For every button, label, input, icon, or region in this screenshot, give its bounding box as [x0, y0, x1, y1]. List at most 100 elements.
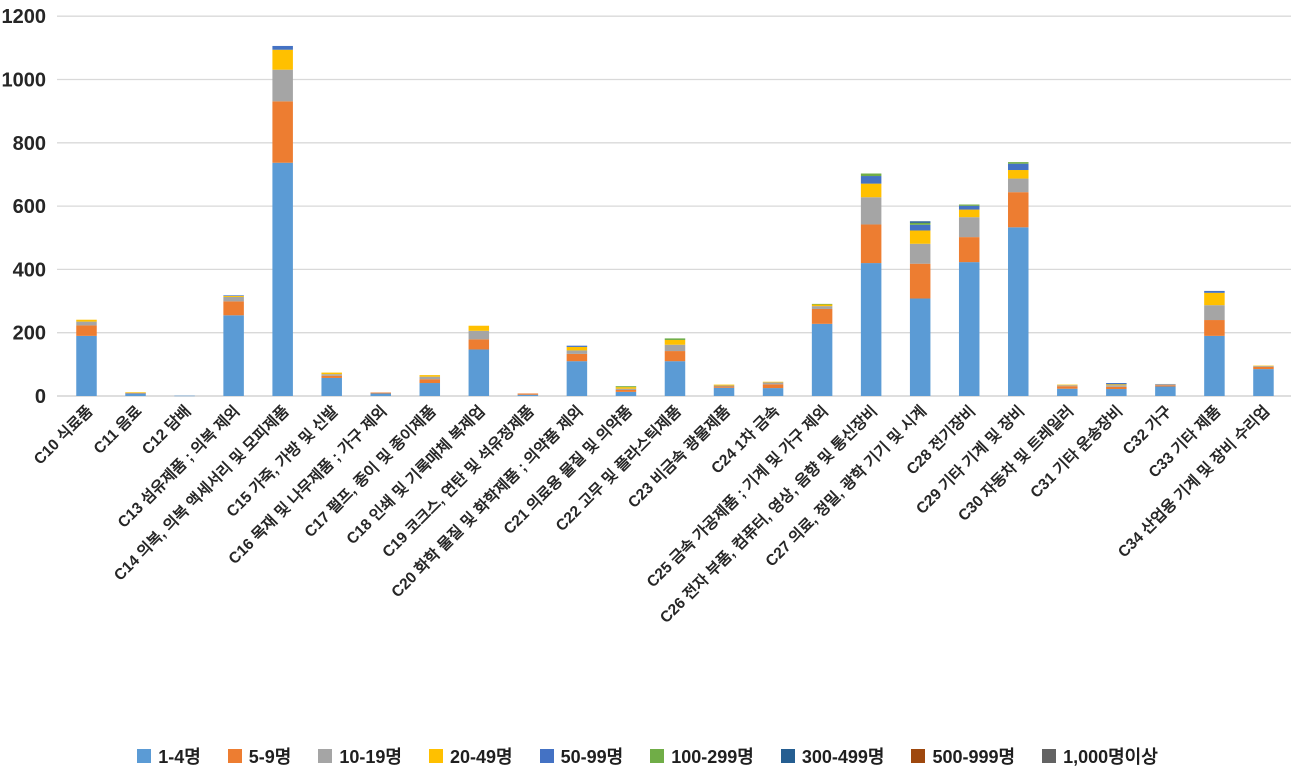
legend-swatch-icon — [428, 749, 443, 763]
bar-segment — [1155, 385, 1176, 387]
bar-segment — [664, 351, 686, 362]
bar-segment — [1008, 178, 1029, 193]
bar-segment — [1057, 386, 1078, 389]
bar-segment — [223, 301, 244, 316]
y-axis-tick-label: 200 — [13, 323, 46, 345]
bar-segment — [517, 393, 539, 395]
bar-segment — [1253, 365, 1274, 367]
bar-segment — [1253, 369, 1274, 396]
bar-segment — [223, 296, 244, 302]
bar-segment — [272, 45, 293, 50]
bar-segment — [566, 345, 588, 347]
bar-segment — [1008, 170, 1029, 179]
bar-segment — [958, 262, 980, 396]
y-axis-tick-label: 1000 — [2, 70, 47, 92]
bar-segment — [1057, 385, 1078, 387]
bar-segment — [860, 197, 882, 225]
bar-segment — [125, 392, 146, 394]
bar-segment — [958, 209, 980, 218]
bar-segment — [566, 353, 588, 362]
bar-segment — [958, 204, 980, 206]
legend-label: 10-19명 — [339, 747, 402, 767]
y-axis-tick-label: 0 — [35, 386, 46, 408]
bar-segment — [272, 69, 293, 102]
bar-segment — [811, 303, 833, 305]
bar-segment — [321, 377, 342, 396]
legend-label: 100-299명 — [671, 747, 754, 767]
bar-segment — [762, 384, 784, 389]
bar-segment — [762, 388, 784, 396]
bar-segment — [1106, 389, 1127, 396]
bar-segment — [811, 304, 833, 307]
bar-segment — [762, 382, 784, 385]
bar-segment — [321, 374, 342, 376]
bar-segment — [321, 372, 342, 375]
bar-segment — [713, 386, 735, 388]
legend-label: 5-9명 — [248, 747, 292, 767]
legend-swatch-icon — [780, 749, 795, 763]
bar-segment — [615, 387, 637, 389]
legend-label: 1-4명 — [158, 747, 201, 767]
legend-item: 50-99명 — [539, 743, 624, 769]
y-axis-tick-label: 1200 — [2, 6, 47, 28]
bar-segment — [909, 222, 931, 225]
bar-segment — [566, 361, 588, 396]
bar-segment — [909, 243, 931, 264]
bar-segment — [615, 391, 637, 396]
bar-segment — [958, 217, 980, 238]
bar-segment — [272, 49, 293, 70]
bar-segment — [419, 379, 441, 384]
x-axis-category-label: C11 음료 — [90, 402, 145, 457]
bar-segment — [174, 395, 195, 397]
bar-segment — [664, 339, 686, 345]
bar-segment — [615, 389, 637, 392]
bar-segment — [272, 162, 293, 396]
bar-segment — [958, 205, 980, 210]
bar-segment — [76, 319, 97, 322]
bar-segment — [1106, 384, 1127, 386]
bar-segment — [125, 393, 146, 396]
x-axis-category-label: C31 기타 운송장비 — [1027, 402, 1126, 501]
bar-segment — [664, 344, 686, 352]
legend-swatch-icon — [137, 749, 152, 763]
bar-segment — [76, 321, 97, 326]
bar-segment — [860, 173, 882, 177]
legend-label: 20-49명 — [449, 747, 513, 767]
bar-segment — [223, 315, 244, 396]
legend-swatch-icon — [227, 749, 242, 763]
bar-segment — [811, 323, 833, 396]
bar-segment — [1204, 305, 1225, 321]
legend-item: 500-999명 — [911, 743, 1015, 769]
y-axis-tick-label: 600 — [13, 196, 46, 218]
bar-segment — [664, 338, 686, 340]
bar-segment — [468, 325, 490, 331]
bar-segment — [125, 392, 146, 393]
legend-item: 300-499명 — [780, 743, 885, 769]
bar-segment — [615, 388, 637, 390]
bar-segment — [517, 394, 539, 396]
bar-segment — [762, 381, 784, 383]
bar-segment — [713, 384, 735, 386]
bar-segment — [860, 263, 882, 396]
bar-segment — [468, 330, 490, 340]
bar-segment — [1008, 162, 1029, 164]
x-axis-category-label: C10 식료품 — [30, 402, 96, 468]
x-axis-category-label: C14 의복, 의복 액세서리 및 모피제품 — [110, 401, 293, 584]
bar-segment — [909, 263, 931, 299]
stacked-bar-chart: 0 200 400 600 800 1000 1200 C10 식료품 C11 음료 C12 담배… — [1, 6, 1291, 627]
bar-segment — [1204, 320, 1225, 336]
bar-segment — [223, 295, 244, 296]
bar-segment — [321, 375, 342, 378]
legend-swatch-icon — [1042, 749, 1057, 763]
legend-label: 50-99명 — [560, 747, 624, 767]
chart-legend: 1-4명 5-9명 10-19명 20-49명 50-99명 100-299명 300-49… — [0, 734, 1295, 778]
legend-item: 10-19명 — [318, 743, 402, 769]
legend-swatch-icon — [911, 749, 926, 763]
bar-segment — [223, 295, 244, 297]
legend-swatch-icon — [539, 749, 554, 763]
legend-item: 20-49명 — [428, 743, 513, 769]
legend-label: 300-499명 — [801, 747, 885, 767]
bar-segment — [1106, 385, 1127, 387]
legend-label: 1,000명이상 — [1063, 747, 1158, 767]
